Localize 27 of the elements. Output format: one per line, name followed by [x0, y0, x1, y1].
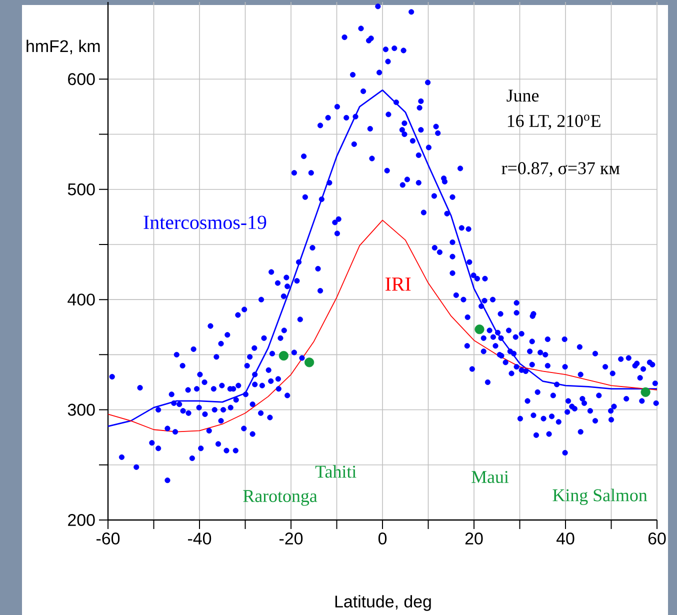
x-tick-label: 40: [556, 532, 574, 545]
x-tick-label: -40: [188, 532, 212, 545]
point: [640, 387, 650, 397]
y-tick-label: 300: [68, 404, 95, 416]
x-tick-label: -20: [280, 532, 303, 545]
x-tick-label: -60: [96, 532, 120, 545]
point: [474, 324, 484, 334]
y-tick-label: 200: [68, 514, 95, 526]
series-label: IRI: [385, 278, 411, 291]
annotation: June: [506, 90, 539, 102]
annotation: Maui: [472, 470, 509, 484]
annotation: Tahiti: [315, 465, 356, 478]
x-tick-label: 20: [465, 532, 483, 545]
y-tick-label: 500: [68, 183, 95, 196]
y-tick-label: 600: [68, 73, 95, 86]
x-tick-label: 0: [378, 532, 387, 545]
text: Intercosmos-19: [144, 216, 266, 230]
x-tick-label: 60: [648, 532, 666, 545]
x-axis-title: Latitude, deg: [335, 595, 431, 611]
point: [304, 358, 314, 368]
y-tick-label: 400: [68, 294, 95, 306]
annotation: 16 LT, 210$^{o}$E: [508, 114, 600, 130]
point: [278, 350, 288, 361]
annotation: King Salmon: [552, 488, 648, 506]
y-axis-title: hmF2, km: [26, 40, 100, 54]
annotation: r=0.87, σ=37 км: [502, 162, 620, 177]
annotation: Rarotonga: [243, 490, 318, 506]
